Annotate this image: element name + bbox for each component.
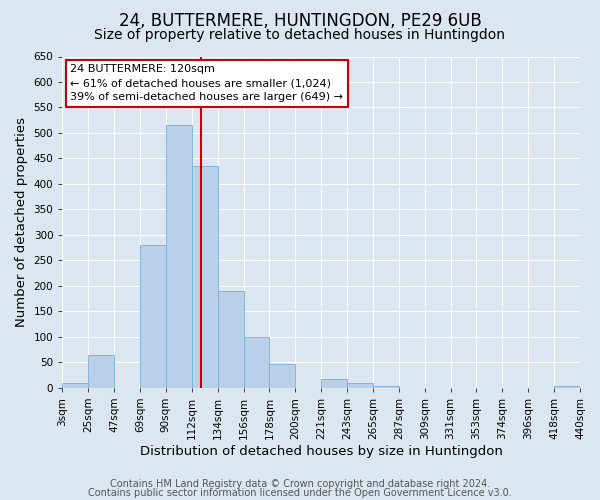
Text: Size of property relative to detached houses in Huntingdon: Size of property relative to detached ho… bbox=[95, 28, 505, 42]
Bar bbox=[554, 386, 580, 388]
Bar bbox=[62, 382, 88, 388]
X-axis label: Distribution of detached houses by size in Huntingdon: Distribution of detached houses by size … bbox=[140, 444, 503, 458]
Bar bbox=[192, 166, 218, 388]
Bar bbox=[373, 386, 399, 388]
Y-axis label: Number of detached properties: Number of detached properties bbox=[15, 117, 28, 327]
Bar bbox=[269, 364, 295, 388]
Bar bbox=[347, 382, 373, 388]
Bar bbox=[218, 291, 244, 388]
Text: Contains public sector information licensed under the Open Government Licence v3: Contains public sector information licen… bbox=[88, 488, 512, 498]
Text: 24 BUTTERMERE: 120sqm
← 61% of detached houses are smaller (1,024)
39% of semi-d: 24 BUTTERMERE: 120sqm ← 61% of detached … bbox=[70, 64, 343, 102]
Bar bbox=[244, 337, 269, 388]
Bar bbox=[140, 245, 166, 388]
Text: 24, BUTTERMERE, HUNTINGDON, PE29 6UB: 24, BUTTERMERE, HUNTINGDON, PE29 6UB bbox=[119, 12, 481, 30]
Text: Contains HM Land Registry data © Crown copyright and database right 2024.: Contains HM Land Registry data © Crown c… bbox=[110, 479, 490, 489]
Bar bbox=[321, 378, 347, 388]
Bar bbox=[166, 126, 192, 388]
Bar bbox=[88, 354, 114, 388]
